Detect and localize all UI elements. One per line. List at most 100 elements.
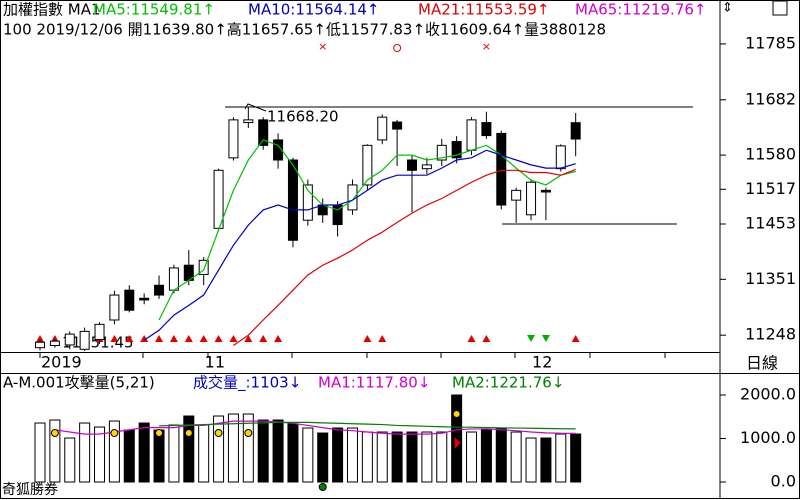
signal-marker bbox=[482, 335, 491, 342]
candle-body bbox=[451, 141, 462, 159]
volume-bar bbox=[510, 431, 522, 483]
chart-title: 加權指數 MA1 bbox=[3, 1, 101, 19]
signal-marker bbox=[541, 335, 550, 342]
signal-marker bbox=[199, 335, 208, 342]
volume-bar bbox=[242, 413, 254, 483]
volume-bar bbox=[555, 433, 567, 483]
signal-marker: × bbox=[482, 40, 491, 53]
signal-marker bbox=[155, 429, 164, 437]
window-button[interactable] bbox=[772, 0, 788, 16]
volume-bar bbox=[272, 419, 284, 483]
volume-bar bbox=[332, 427, 344, 483]
period-label[interactable]: 日線 bbox=[746, 354, 778, 373]
y-tick-label: 11517 bbox=[745, 179, 796, 198]
ma-line bbox=[159, 421, 576, 430]
volume-bar bbox=[570, 433, 582, 483]
candle-body bbox=[168, 267, 179, 291]
signal-marker bbox=[184, 335, 193, 342]
candle-body bbox=[79, 330, 90, 350]
volume-bar bbox=[376, 431, 388, 483]
signal-marker bbox=[318, 483, 327, 491]
volume-bar bbox=[123, 429, 135, 483]
volume-bar bbox=[436, 431, 448, 483]
signal-marker bbox=[467, 335, 476, 342]
volume-bar bbox=[183, 415, 195, 483]
legend-entry: 成交量_:1103↓ bbox=[193, 374, 301, 393]
candle-body bbox=[362, 144, 373, 186]
volume-bar bbox=[451, 394, 463, 483]
x-tick-label: 11 bbox=[205, 353, 225, 372]
candle-body bbox=[421, 164, 432, 170]
candle-body bbox=[124, 289, 135, 311]
ma-line bbox=[54, 420, 576, 435]
signal-marker bbox=[363, 335, 372, 342]
y-tick-label: 11453 bbox=[745, 214, 796, 233]
candle-body bbox=[228, 119, 239, 159]
signal-marker bbox=[452, 410, 461, 418]
y-tick-label: 0.0 bbox=[771, 472, 796, 491]
signal-marker bbox=[110, 335, 119, 342]
volume-bar bbox=[302, 427, 314, 483]
candle-body bbox=[139, 297, 150, 301]
candle-body bbox=[302, 184, 313, 221]
signal-marker bbox=[527, 335, 536, 342]
volume-bar bbox=[317, 432, 329, 483]
y-tick-label: 2000.0 bbox=[740, 385, 796, 404]
candle-body bbox=[555, 145, 566, 170]
legend-entry: MA21:11553.59↑ bbox=[418, 1, 549, 19]
signal-marker bbox=[259, 335, 268, 342]
scroll-icon[interactable]: ⇕ bbox=[722, 1, 733, 16]
signal-marker bbox=[110, 429, 119, 437]
volume-bar bbox=[406, 431, 418, 483]
candle-body bbox=[213, 169, 224, 229]
signal-marker bbox=[140, 335, 149, 342]
annotation: 11668.20 bbox=[267, 108, 339, 126]
candle-body bbox=[540, 189, 551, 193]
volume-bar bbox=[49, 419, 61, 483]
watermark: 奇狐勝券 bbox=[2, 481, 58, 498]
signal-marker bbox=[454, 437, 461, 449]
volume-bar bbox=[466, 431, 478, 483]
signal-marker bbox=[184, 429, 193, 437]
volume-bar bbox=[495, 427, 507, 483]
y-tick-label: 11248 bbox=[745, 325, 796, 344]
legend-entry: MA2:1221.76↓ bbox=[452, 374, 564, 392]
signal-marker bbox=[229, 335, 238, 342]
candle-body bbox=[511, 189, 522, 201]
signal-marker bbox=[244, 429, 253, 437]
signal-marker bbox=[274, 335, 283, 342]
volume-bar bbox=[525, 437, 537, 483]
signal-marker bbox=[50, 335, 59, 342]
volume-bar bbox=[421, 431, 433, 483]
y-tick-label: 11580 bbox=[745, 145, 796, 164]
x-tick-label: 12 bbox=[532, 353, 552, 372]
y-tick-label: 11351 bbox=[745, 269, 796, 288]
volume-bar bbox=[64, 437, 76, 483]
candle-body bbox=[481, 122, 492, 137]
volume-bar bbox=[287, 423, 299, 483]
y-tick-label: 1000.0 bbox=[740, 428, 796, 447]
candle-body bbox=[377, 116, 388, 141]
volume-bar bbox=[361, 431, 373, 483]
legend-entry: MA1:1117.80↓ bbox=[318, 374, 430, 392]
candle-body bbox=[94, 323, 105, 341]
signal-marker bbox=[214, 429, 223, 437]
volume-bar bbox=[168, 424, 180, 483]
candle-body bbox=[64, 333, 75, 346]
candle-body bbox=[243, 119, 254, 124]
volume-bar bbox=[34, 422, 46, 483]
ma-line bbox=[158, 139, 576, 321]
info-line: 100 2019/12/06 開11639.80↑高11657.65↑低1157… bbox=[3, 21, 606, 39]
candle-body bbox=[109, 294, 120, 321]
signal-marker: × bbox=[318, 40, 327, 53]
signal-marker bbox=[244, 335, 253, 342]
y-tick-label: 11785 bbox=[745, 33, 796, 52]
volume-bar bbox=[198, 424, 210, 483]
candle-body bbox=[198, 259, 209, 275]
volume-bar bbox=[227, 413, 239, 483]
volume-bar bbox=[138, 422, 150, 483]
signal-marker bbox=[571, 335, 580, 342]
legend-entry: MA5:11549.81↑ bbox=[93, 1, 215, 19]
candle-body bbox=[287, 159, 298, 241]
